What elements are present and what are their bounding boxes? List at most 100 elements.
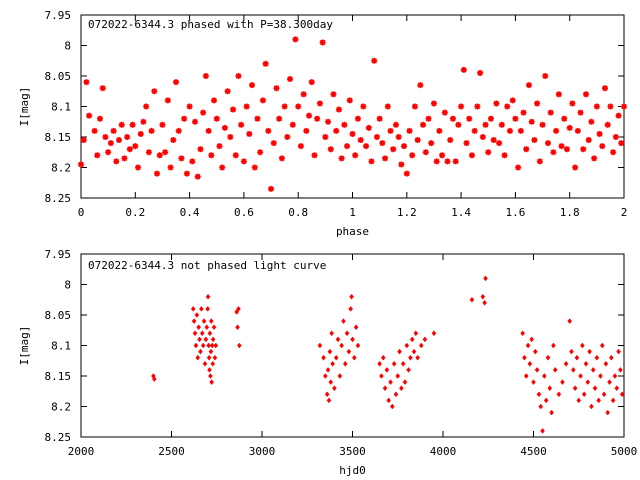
phased-data-point: [156, 152, 163, 159]
unphased-data-point: [409, 336, 415, 343]
phased-data-point: [330, 91, 337, 98]
phased-data-point: [444, 158, 451, 165]
unphased-data-point: [547, 385, 553, 392]
phased-data-point: [593, 103, 600, 110]
unphased-data-point: [578, 373, 583, 379]
phased-plot-points: [78, 36, 627, 192]
unphased-data-point: [209, 379, 215, 386]
unphased-x-tick-label: 2500: [158, 445, 185, 458]
phased-data-point: [297, 143, 304, 150]
phased-data-point: [542, 73, 549, 79]
phased-data-point: [365, 124, 372, 131]
unphased-data-point: [431, 330, 437, 337]
unphased-data-point: [393, 391, 399, 398]
phased-data-point: [574, 127, 581, 134]
phased-data-point: [477, 69, 484, 76]
phased-x-tick-label: 1: [349, 206, 356, 219]
unphased-data-point: [413, 330, 419, 337]
phased-data-point: [192, 118, 199, 125]
phased-data-point: [390, 146, 397, 153]
unphased-y-tick-label: 8.05: [45, 309, 72, 322]
unphased-data-point: [391, 360, 397, 367]
unphased-data-point: [355, 342, 361, 349]
phased-data-point: [327, 146, 334, 153]
phased-data-point: [170, 137, 177, 144]
unphased-data-point: [151, 376, 157, 382]
phased-data-point: [569, 100, 576, 107]
unphased-data-point: [585, 379, 591, 386]
phased-data-point: [580, 146, 587, 153]
phased-data-point: [460, 66, 467, 73]
unphased-data-point: [209, 342, 215, 349]
unphased-data-point: [208, 373, 213, 379]
unphased-data-point: [612, 373, 618, 379]
phased-data-point: [482, 121, 489, 128]
phased-data-point: [273, 85, 280, 92]
phased-data-point: [561, 115, 568, 122]
unphased-data-point: [469, 296, 475, 303]
unphased-data-point: [339, 342, 344, 349]
unphased-data-point: [200, 342, 206, 349]
unphased-data-point: [527, 360, 533, 367]
phased-data-point: [300, 91, 307, 98]
phased-y-tick-label: 8.1: [51, 101, 71, 114]
phased-data-point: [493, 100, 500, 107]
unphased-data-point: [616, 348, 621, 355]
phased-data-point: [102, 134, 109, 140]
unphased-data-point: [207, 366, 212, 373]
phased-data-point: [610, 149, 617, 156]
phased-plot-title: 072022-6344.3 phased with P=38.300day: [88, 18, 333, 31]
phased-data-point: [474, 103, 481, 110]
unphased-data-point: [603, 360, 609, 367]
unphased-data-point: [529, 336, 535, 343]
unphased-x-tick-label: 4500: [520, 445, 547, 458]
phased-data-point: [539, 121, 546, 128]
unphased-data-point: [386, 397, 392, 404]
unphased-data-point: [196, 324, 201, 331]
phased-data-point: [425, 115, 432, 122]
phased-data-point: [354, 115, 361, 122]
phased-data-point: [175, 127, 182, 134]
unphased-x-tick-label: 5000: [611, 445, 638, 458]
phased-plot-ylabel: I[mag]: [18, 87, 31, 127]
phased-data-point: [520, 109, 527, 116]
phased-data-point: [227, 134, 234, 140]
unphased-data-point: [619, 391, 625, 398]
phased-data-point: [466, 115, 473, 122]
unphased-data-point: [344, 330, 350, 337]
phased-y-tick-label: 8.25: [45, 192, 72, 205]
phased-data-point: [392, 121, 399, 128]
phased-data-point: [588, 118, 595, 125]
unphased-data-point: [598, 373, 603, 379]
unphased-data-point: [399, 385, 404, 392]
unphased-data-point: [422, 336, 428, 343]
phased-x-tick-label: 0.6: [234, 206, 254, 219]
phased-data-point: [471, 127, 478, 134]
phased-data-point: [406, 127, 413, 134]
phased-data-point: [202, 73, 209, 79]
unphased-data-point: [346, 348, 352, 355]
phased-data-point: [501, 152, 508, 159]
unphased-data-point: [332, 385, 337, 392]
phased-data-point: [384, 103, 391, 110]
phased-data-point: [428, 140, 435, 147]
unphased-data-point: [193, 342, 199, 349]
unphased-data-point: [330, 360, 335, 367]
unphased-data-point: [201, 318, 207, 325]
unphased-data-point: [203, 336, 209, 343]
phased-data-point: [360, 103, 367, 110]
unphased-data-point: [190, 305, 196, 312]
phased-data-point: [230, 106, 237, 113]
phased-data-point: [506, 127, 513, 134]
phased-data-point: [143, 103, 150, 110]
unphased-y-tick-label: 8.1: [51, 340, 71, 353]
phased-data-point: [414, 137, 421, 144]
phased-data-point: [107, 140, 114, 147]
phased-data-point: [528, 118, 535, 125]
phased-data-point: [479, 134, 486, 140]
unphased-data-point: [198, 348, 203, 355]
unphased-data-point: [570, 366, 576, 373]
unphased-data-point: [551, 342, 556, 349]
unphased-data-point: [192, 330, 198, 337]
phased-data-point: [615, 112, 622, 119]
